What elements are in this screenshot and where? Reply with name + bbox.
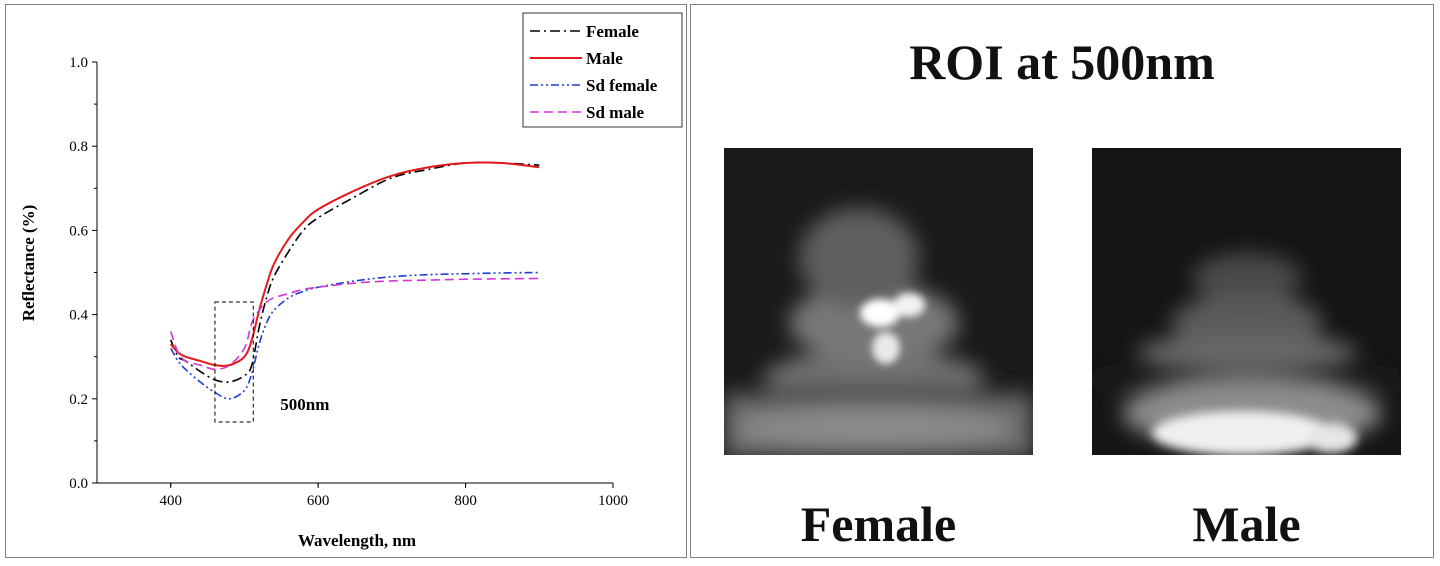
y-tick-label: 0.2 [69,392,88,408]
series-line-male [169,161,540,367]
y-tick-label: 1.0 [69,55,88,71]
x-tick-label: 400 [159,493,182,509]
legend-label: Sd male [586,103,645,122]
legend-label: Female [586,22,639,41]
legend-frame [522,12,683,128]
chart-panel: 0.0 0.2 0.4 0.6 0.8 1.0 400 600 800 1000 500nm Fe… [5,4,687,558]
chart-annotations: 500nm [214,301,329,423]
series-line-female [169,161,540,383]
y-tick-label: 0.4 [69,308,88,324]
y-tick-label: 0.0 [69,476,88,492]
chart-series [169,161,540,400]
male-roi-label: Male [1192,496,1301,552]
series-line-sd-female [170,271,540,400]
chart-axes: 0.0 0.2 0.4 0.6 0.8 1.0 400 600 800 1000 [69,55,628,509]
x-tick-label: 1000 [598,493,628,509]
y-axis-label: Reflectance (%) [19,205,38,322]
roi-annotation-label: 500nm [280,395,329,414]
x-tick-label: 800 [454,493,477,509]
x-tick-label: 600 [307,493,330,509]
roi-panel: ROI at 500nm Female [690,4,1434,558]
y-tick-label: 0.8 [69,139,88,155]
roi-annotation-box [214,301,254,423]
y-tick-label: 0.6 [69,223,88,239]
legend-label: Sd female [586,76,658,95]
series-line-sd-male [169,277,540,371]
female-roi-image [724,148,1033,455]
female-roi-label: Female [800,496,957,552]
roi-title: ROI at 500nm [909,34,1215,90]
legend-label: Male [586,49,623,68]
male-roi-image [1092,148,1401,455]
x-axis-label: Wavelength, nm [298,531,416,550]
reflectance-chart: 0.0 0.2 0.4 0.6 0.8 1.0 400 600 800 1000 500nm Fe… [19,12,683,550]
chart-legend: Female Male Sd female Sd male [522,12,683,128]
